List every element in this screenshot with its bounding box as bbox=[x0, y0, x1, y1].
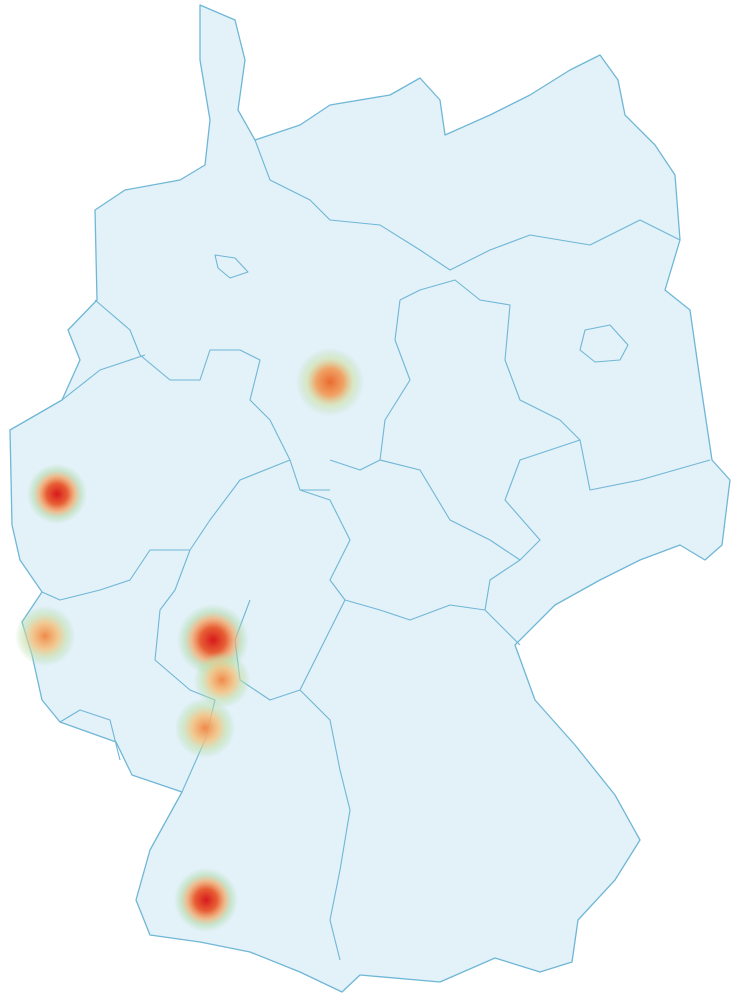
state-border bbox=[379, 459, 521, 561]
state-border bbox=[41, 459, 291, 601]
state-border bbox=[61, 354, 146, 401]
heat-spot bbox=[194, 652, 250, 708]
state-border bbox=[484, 439, 581, 646]
lake bbox=[214, 254, 249, 279]
heat-spot bbox=[15, 606, 75, 666]
heat-spots bbox=[15, 348, 364, 932]
state-border bbox=[399, 279, 711, 491]
heat-spot bbox=[174, 868, 238, 932]
city-state bbox=[579, 324, 629, 363]
heat-spot bbox=[296, 348, 364, 416]
state-border bbox=[329, 299, 411, 471]
heat-spot bbox=[175, 698, 235, 758]
state-border bbox=[299, 599, 346, 691]
germany-outline bbox=[9, 4, 731, 993]
state-border bbox=[59, 709, 121, 761]
state-border bbox=[254, 139, 681, 271]
heat-spot bbox=[27, 464, 87, 524]
